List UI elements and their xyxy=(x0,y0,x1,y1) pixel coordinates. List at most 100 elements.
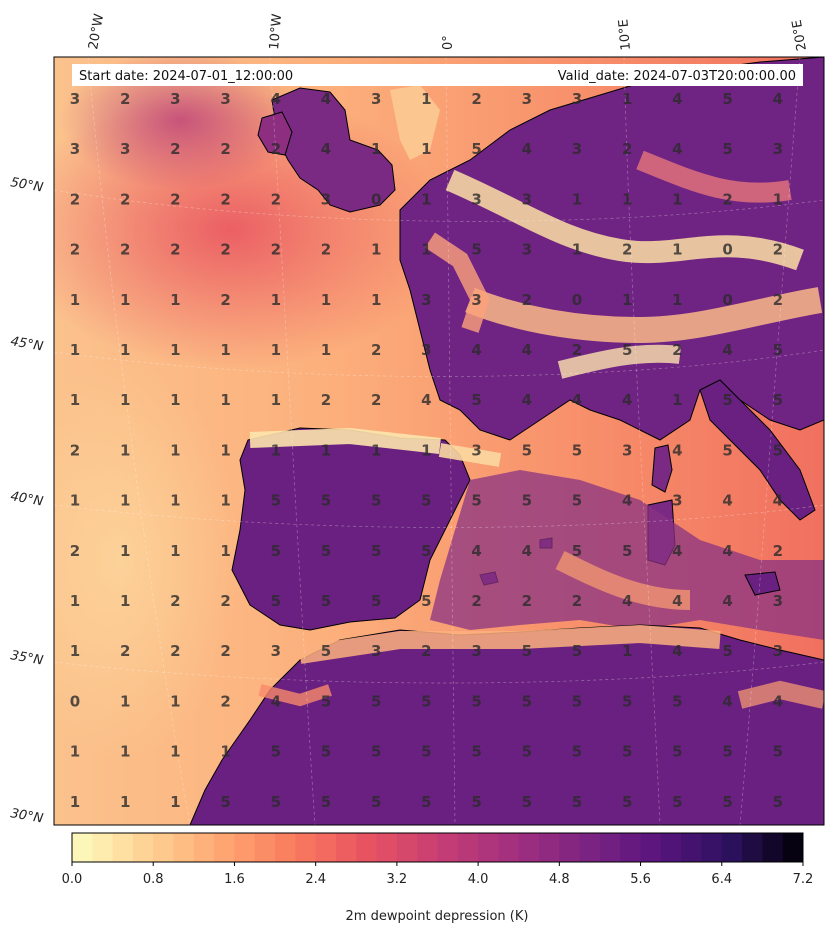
colorbar-step xyxy=(376,833,398,862)
grid-value: 3 xyxy=(371,642,381,660)
grid-value: 5 xyxy=(471,241,481,259)
grid-value: 3 xyxy=(522,90,532,108)
grid-value: 1 xyxy=(271,341,281,359)
grid-value: 1 xyxy=(70,291,80,309)
grid-value: 1 xyxy=(70,642,80,660)
grid-value: 5 xyxy=(371,542,381,560)
grid-value: 5 xyxy=(321,592,331,610)
grid-value: 0 xyxy=(371,190,381,208)
grid-value: 1 xyxy=(421,441,431,459)
grid-value: 1 xyxy=(70,592,80,610)
grid-value: 4 xyxy=(722,592,732,610)
lon-label-20w: 20°W xyxy=(86,13,107,51)
grid-value: 5 xyxy=(572,492,582,510)
colorbar-step xyxy=(92,833,114,862)
colorbar-tick-label: 0.0 xyxy=(62,872,83,887)
grid-value: 5 xyxy=(773,743,783,761)
grid-value: 5 xyxy=(722,793,732,811)
grid-value: 4 xyxy=(773,692,783,710)
grid-value: 1 xyxy=(120,291,130,309)
grid-value: 3 xyxy=(773,642,783,660)
grid-value: 4 xyxy=(672,642,682,660)
grid-value: 1 xyxy=(622,642,632,660)
grid-value: 3 xyxy=(471,190,481,208)
grid-value: 1 xyxy=(170,743,180,761)
grid-value: 3 xyxy=(572,90,582,108)
grid-value: 5 xyxy=(622,542,632,560)
grid-value: 5 xyxy=(773,341,783,359)
grid-value: 1 xyxy=(220,743,230,761)
grid-value: 4 xyxy=(321,90,331,108)
colorbar-tick-label: 3.2 xyxy=(387,872,408,887)
grid-value: 1 xyxy=(622,291,632,309)
grid-value: 4 xyxy=(271,692,281,710)
colorbar-step xyxy=(275,833,296,862)
colorbar-step xyxy=(681,833,702,862)
grid-value: 2 xyxy=(220,291,230,309)
grid-value: 2 xyxy=(170,642,180,660)
grid-value: 4 xyxy=(271,90,281,108)
colorbar-step xyxy=(295,833,317,862)
grid-value: 1 xyxy=(421,90,431,108)
grid-value: 1 xyxy=(220,341,230,359)
grid-value: 1 xyxy=(120,793,130,811)
colorbar-tick-label: 1.6 xyxy=(224,872,245,887)
grid-value: 2 xyxy=(572,592,582,610)
grid-value: 5 xyxy=(572,743,582,761)
lon-label-10w: 10°W xyxy=(267,13,285,50)
grid-value: 2 xyxy=(170,241,180,259)
grid-value: 3 xyxy=(471,642,481,660)
grid-value: 4 xyxy=(722,341,732,359)
grid-value: 2 xyxy=(321,391,331,409)
map-frame xyxy=(53,56,825,826)
grid-value: 2 xyxy=(170,190,180,208)
grid-value: 3 xyxy=(471,441,481,459)
grid-value: 5 xyxy=(722,642,732,660)
colorbar-ticks: 0.0 0.8 1.6 2.4 3.2 4.0 4.8 5.6 6.4 7.2 xyxy=(62,862,814,887)
grid-value: 1 xyxy=(120,692,130,710)
grid-value: 5 xyxy=(672,692,682,710)
grid-value: 3 xyxy=(522,190,532,208)
colorbar-step xyxy=(356,833,378,862)
grid-value: 2 xyxy=(120,241,130,259)
grid-value: 4 xyxy=(572,391,582,409)
valid-date-label: Valid_date: 2024-07-03T20:00:00.00 xyxy=(558,69,796,84)
colorbar-tick-label: 5.6 xyxy=(630,872,651,887)
grid-value: 4 xyxy=(622,391,632,409)
grid-value: 4 xyxy=(672,441,682,459)
grid-value: 5 xyxy=(572,542,582,560)
colorbar: 0.0 0.8 1.6 2.4 3.2 4.0 4.8 5.6 6.4 7.2 2m dewpoi… xyxy=(62,832,814,924)
grid-value: 1 xyxy=(120,492,130,510)
grid-value: 3 xyxy=(220,90,230,108)
lat-label-30n: 30°N xyxy=(9,806,44,827)
grid-value: 5 xyxy=(371,793,381,811)
grid-value: 1 xyxy=(572,190,582,208)
grid-value: 2 xyxy=(120,190,130,208)
grid-value: 1 xyxy=(70,341,80,359)
grid-value: 1 xyxy=(271,391,281,409)
grid-value: 2 xyxy=(421,642,431,660)
grid-value: 5 xyxy=(471,692,481,710)
grid-value: 4 xyxy=(471,542,481,560)
grid-value: 5 xyxy=(371,592,381,610)
grid-value: 5 xyxy=(722,140,732,158)
grid-value: 1 xyxy=(220,492,230,510)
grid-value: 5 xyxy=(371,692,381,710)
grid-value: 3 xyxy=(421,291,431,309)
grid-value: 1 xyxy=(672,190,682,208)
grid-value: 1 xyxy=(170,492,180,510)
grid-value: 1 xyxy=(120,441,130,459)
grid-value: 1 xyxy=(70,492,80,510)
grid-value: 1 xyxy=(321,341,331,359)
grid-value: 3 xyxy=(170,90,180,108)
grid-value: 2 xyxy=(220,190,230,208)
grid-value: 1 xyxy=(622,90,632,108)
grid-value: 4 xyxy=(522,391,532,409)
grid-value: 4 xyxy=(522,140,532,158)
colorbar-tick-label: 7.2 xyxy=(793,872,814,887)
grid-value: 1 xyxy=(271,441,281,459)
colorbar-step xyxy=(153,833,175,862)
grid-value: 5 xyxy=(271,592,281,610)
grid-value: 5 xyxy=(421,793,431,811)
